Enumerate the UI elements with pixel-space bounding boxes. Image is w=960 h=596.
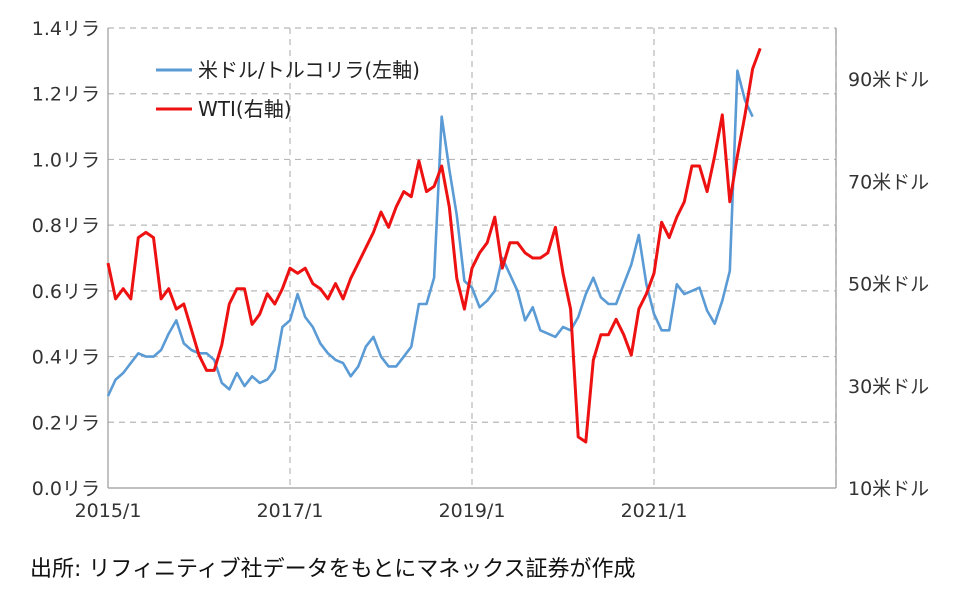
left-axis-tick-label: 0.8リラ <box>32 215 100 237</box>
left-axis-tick-label: 0.4リラ <box>32 347 100 369</box>
legend-label-wti: WTI(右軸) <box>198 97 292 121</box>
x-axis-tick-label: 2017/1 <box>257 500 324 522</box>
series-layer <box>106 47 762 444</box>
left-axis-tick-label: 1.4リラ <box>32 18 100 40</box>
legend: 米ドル/トルコリラ(左軸) WTI(右軸) <box>156 58 420 121</box>
x-axis-tick-label: 2015/1 <box>75 500 142 522</box>
x-axis-ticks: 2015/1 2017/1 2019/1 2021/1 <box>75 500 688 522</box>
grid <box>107 27 837 489</box>
x-axis-tick-label: 2019/1 <box>439 500 506 522</box>
right-axis-tick-label: 70米ドル <box>848 171 929 193</box>
legend-label-usdtry: 米ドル/トルコリラ(左軸) <box>198 58 420 82</box>
right-axis-tick-label: 10米ドル <box>848 478 929 500</box>
series-line-wti <box>106 47 762 444</box>
right-axis-ticks: 10米ドル 30米ドル 50米ドル 70米ドル 90米ドル <box>848 69 929 500</box>
left-axis-tick-label: 1.0リラ <box>32 149 100 171</box>
right-axis-tick-label: 30米ドル <box>848 376 929 398</box>
left-axis-tick-label: 1.2リラ <box>32 84 100 106</box>
left-axis-ticks: 0.0リラ 0.2リラ 0.4リラ 0.6リラ 0.8リラ 1.0リラ 1.2リラ 1.4リラ <box>32 18 100 500</box>
x-axis-tick-label: 2021/1 <box>621 500 688 522</box>
source-note: 出所: リフィニティブ社データをもとにマネックス証券が作成 <box>30 557 636 582</box>
right-axis-tick-label: 90米ドル <box>848 69 929 91</box>
right-axis-tick-label: 50米ドル <box>848 274 929 296</box>
left-axis-tick-label: 0.6リラ <box>32 281 100 303</box>
chart: 0.0リラ 0.2リラ 0.4リラ 0.6リラ 0.8リラ 1.0リラ 1.2リラ 1.4リラ… <box>32 18 929 522</box>
left-axis-tick-label: 0.0リラ <box>32 478 100 500</box>
left-axis-tick-label: 0.2リラ <box>32 412 100 434</box>
